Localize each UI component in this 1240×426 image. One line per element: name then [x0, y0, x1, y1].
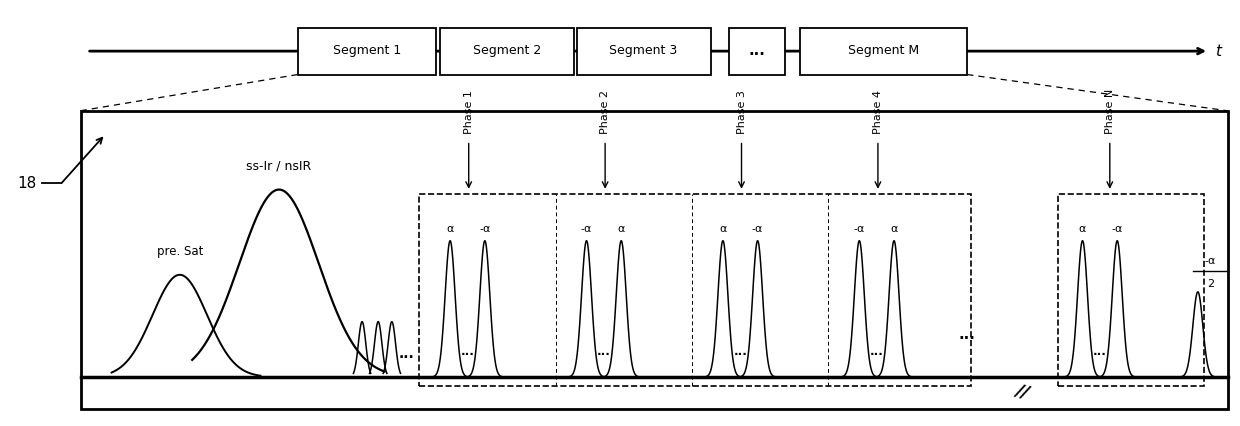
Text: pre. Sat: pre. Sat	[156, 245, 203, 258]
Text: α: α	[719, 225, 727, 234]
Text: ...: ...	[460, 345, 475, 358]
Text: ...: ...	[399, 347, 414, 360]
Text: Phase 3: Phase 3	[737, 90, 746, 134]
Text: α: α	[618, 225, 625, 234]
Text: ...: ...	[869, 345, 884, 358]
Text: 2: 2	[1207, 279, 1214, 289]
Bar	[298, 28, 436, 75]
Bar	[81, 111, 1228, 409]
Text: ss-Ir / nsIR: ss-Ir / nsIR	[247, 159, 311, 173]
Text: 18: 18	[17, 176, 37, 191]
Text: α: α	[446, 225, 454, 234]
Bar	[419, 194, 971, 386]
Text: -α: -α	[751, 225, 764, 234]
Bar	[729, 28, 785, 75]
Text: Segment M: Segment M	[848, 44, 919, 57]
Bar	[1058, 194, 1204, 386]
Text: ...: ...	[596, 345, 611, 358]
Text: Phase 4: Phase 4	[873, 90, 883, 134]
Text: -α: -α	[479, 225, 491, 234]
Text: Segment 3: Segment 3	[609, 44, 678, 57]
Bar	[440, 28, 574, 75]
Text: Phase 2: Phase 2	[600, 90, 610, 134]
Text: ...: ...	[1092, 345, 1107, 358]
Text: α: α	[1079, 225, 1086, 234]
Text: α: α	[890, 225, 898, 234]
Text: Phase 1: Phase 1	[464, 90, 474, 134]
Text: -α: -α	[853, 225, 866, 234]
Bar	[800, 28, 967, 75]
Text: ...: ...	[959, 327, 976, 342]
Text: ...: ...	[749, 43, 765, 58]
Text: -α: -α	[1204, 256, 1216, 266]
Text: Segment 1: Segment 1	[332, 44, 402, 57]
Text: -α: -α	[580, 225, 593, 234]
Text: Segment 2: Segment 2	[472, 44, 542, 57]
Text: //: //	[1014, 381, 1032, 402]
Text: Phase N: Phase N	[1105, 89, 1115, 134]
Text: ...: ...	[733, 345, 748, 358]
Bar	[577, 28, 711, 75]
Text: t: t	[1215, 43, 1221, 59]
Text: -α: -α	[1111, 225, 1123, 234]
